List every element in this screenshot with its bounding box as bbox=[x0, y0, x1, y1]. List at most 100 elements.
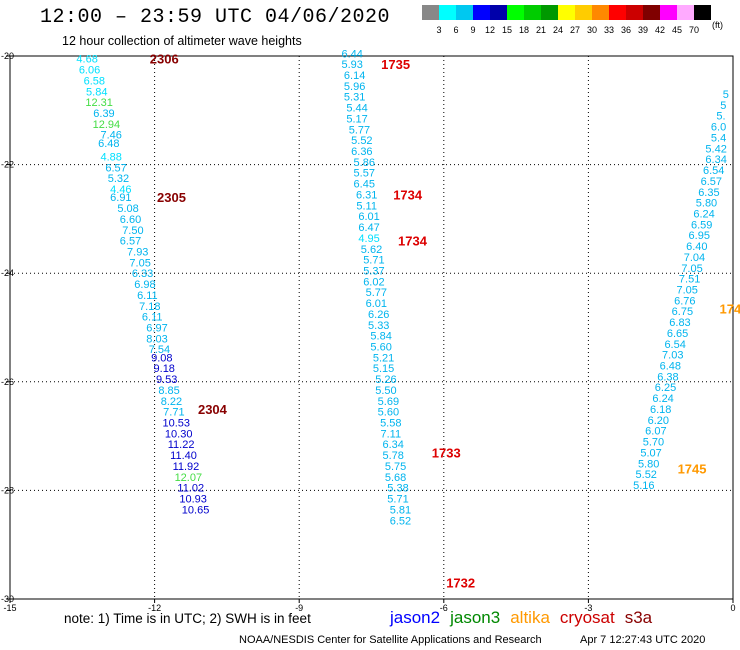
wave-height-value-s3a: 11.22 bbox=[168, 439, 195, 451]
wave-height-value-cryosat: 6.01 bbox=[366, 298, 387, 310]
footer-credit: NOAA/NESDIS Center for Satellite Applica… bbox=[239, 634, 542, 646]
wave-height-value-s3a: 12.31 bbox=[85, 97, 113, 109]
wave-height-value-altika: 6.57 bbox=[701, 176, 722, 188]
color-scale-swatch bbox=[541, 5, 558, 20]
wave-height-value-altika: 6.59 bbox=[691, 219, 712, 231]
color-scale-swatch bbox=[558, 5, 575, 20]
time-label-cryosat: 1734 bbox=[393, 187, 423, 202]
wave-height-value-cryosat: 5.26 bbox=[375, 374, 396, 386]
wave-height-value-s3a: 5.84 bbox=[86, 86, 107, 98]
color-scale-label: 39 bbox=[637, 25, 649, 35]
wave-height-value-altika: 5.4 bbox=[711, 132, 726, 144]
time-label-cryosat: 1734 bbox=[398, 234, 428, 249]
time-label-s3a: 2306 bbox=[150, 52, 179, 67]
color-scale-label: 45 bbox=[671, 25, 683, 35]
wave-height-value-altika: 6.20 bbox=[648, 415, 669, 427]
wave-height-value-s3a: 4.46 bbox=[110, 184, 131, 196]
wave-height-value-altika: 6.34 bbox=[705, 154, 726, 166]
legend-item-altika: altika bbox=[510, 608, 550, 627]
wave-height-value-s3a: 6.57 bbox=[105, 162, 126, 174]
wave-height-value-cryosat: 6.45 bbox=[354, 179, 375, 191]
color-scale-swatch bbox=[626, 5, 643, 20]
wave-height-value-cryosat: 5.11 bbox=[356, 200, 377, 212]
x-tick-label: -9 bbox=[295, 603, 303, 613]
wave-height-value-s3a: 12.07 bbox=[175, 472, 203, 484]
wave-height-value-altika: 6.40 bbox=[686, 241, 707, 253]
wave-height-value-cryosat: 4.95 bbox=[358, 233, 379, 245]
wave-height-value-cryosat: 5.71 bbox=[387, 494, 408, 506]
satellite-legend: jason2 jason3 altika cryosat s3a bbox=[390, 608, 662, 628]
wave-height-value-cryosat: 6.14 bbox=[344, 70, 365, 82]
wave-height-value-cryosat: 5.21 bbox=[373, 352, 394, 364]
wave-height-value-cryosat: 5.75 bbox=[385, 461, 406, 473]
legend-item-s3a: s3a bbox=[624, 608, 653, 627]
wave-height-value-cryosat: 5.81 bbox=[390, 504, 411, 516]
wave-height-value-cryosat: 5.84 bbox=[370, 331, 391, 343]
wave-height-value-cryosat: 6.44 bbox=[342, 48, 363, 60]
wave-height-value-s3a: 7.93 bbox=[127, 246, 148, 258]
color-scale-label: 24 bbox=[552, 25, 564, 35]
wave-height-value-altika: 5.52 bbox=[636, 469, 657, 481]
color-scale-label: 6 bbox=[453, 25, 459, 35]
wave-height-value-cryosat: 6.47 bbox=[358, 222, 379, 234]
color-scale-label: 21 bbox=[535, 25, 547, 35]
wave-height-value-altika: 6.65 bbox=[667, 328, 688, 340]
color-scale-label: 18 bbox=[518, 25, 530, 35]
time-label-s3a: 2304 bbox=[198, 402, 228, 417]
wave-height-value-cryosat: 5.58 bbox=[380, 418, 401, 430]
y-tick-label: -22 bbox=[1, 160, 14, 170]
footer-timestamp: Apr 7 12:27:43 UTC 2020 bbox=[580, 634, 706, 646]
x-tick-label: 0 bbox=[730, 603, 735, 613]
color-scale-swatch bbox=[694, 5, 711, 20]
color-scale-label: 42 bbox=[654, 25, 666, 35]
color-scale-swatch bbox=[575, 5, 592, 20]
wave-height-value-s3a: 6.97 bbox=[146, 323, 167, 335]
wave-height-value-cryosat: 6.02 bbox=[363, 276, 384, 288]
wave-height-value-cryosat: 5.60 bbox=[378, 407, 399, 419]
y-tick-label: -26 bbox=[1, 377, 14, 387]
wave-height-value-altika: 6.0 bbox=[711, 122, 726, 134]
wave-height-value-cryosat: 5.44 bbox=[346, 103, 367, 115]
wave-height-value-altika: 5.16 bbox=[633, 480, 654, 492]
time-label-altika: 174 bbox=[720, 301, 740, 316]
wave-height-value-altika: 6.48 bbox=[660, 361, 681, 373]
color-scale-swatch bbox=[592, 5, 609, 20]
wave-height-value-altika: 5 bbox=[723, 89, 729, 101]
wave-height-value-s3a: 9.18 bbox=[154, 363, 175, 375]
wave-height-value-altika: 6.35 bbox=[698, 187, 719, 199]
footer-note: note: 1) Time is in UTC; 2) SWH is in fe… bbox=[64, 611, 311, 626]
wave-height-value-altika: 6.54 bbox=[664, 339, 685, 351]
time-label-cryosat: 1735 bbox=[381, 57, 410, 72]
plot-frame bbox=[9, 55, 734, 600]
wave-height-value-altika: 6.24 bbox=[652, 393, 673, 405]
wave-height-value-cryosat: 5.71 bbox=[363, 255, 384, 267]
wave-height-value-s3a: 6.91 bbox=[110, 192, 131, 204]
wave-height-value-s3a: 6.58 bbox=[84, 75, 105, 87]
wave-height-value-s3a: 6.98 bbox=[134, 279, 155, 291]
wave-height-value-altika: 6.38 bbox=[657, 371, 678, 383]
color-scale-unit: (ft) bbox=[712, 20, 723, 30]
color-scale-label: 12 bbox=[484, 25, 496, 35]
color-scale-swatch bbox=[507, 5, 524, 20]
wave-height-value-s3a: 4.68 bbox=[76, 54, 97, 66]
chart-subtitle: 12 hour collection of altimeter wave hei… bbox=[62, 34, 302, 48]
wave-height-value-s3a: 10.53 bbox=[163, 418, 191, 430]
wave-height-value-cryosat: 7.11 bbox=[380, 428, 401, 440]
wave-height-value-cryosat: 5.38 bbox=[387, 483, 408, 495]
wave-height-value-cryosat: 6.31 bbox=[356, 189, 377, 201]
wave-height-value-cryosat: 6.52 bbox=[390, 515, 411, 527]
wave-height-value-s3a: 6.33 bbox=[132, 268, 153, 280]
wave-height-value-s3a: 7.71 bbox=[163, 407, 184, 419]
chart-title: 12:00 – 23:59 UTC 04/06/2020 bbox=[40, 6, 391, 29]
wave-height-value-altika: 5.80 bbox=[638, 458, 659, 470]
time-label-altika: 1745 bbox=[678, 462, 707, 477]
wave-height-value-s3a: 6.06 bbox=[79, 65, 100, 77]
legend-item-jason3: jason3 bbox=[450, 608, 501, 627]
wave-height-value-cryosat: 5.60 bbox=[370, 342, 391, 354]
wave-height-value-s3a: 9.53 bbox=[156, 374, 177, 386]
wave-height-value-altika: 6.76 bbox=[674, 295, 695, 307]
wave-height-value-altika: 6.07 bbox=[645, 426, 666, 438]
wave-height-value-s3a: 6.11 bbox=[142, 312, 163, 324]
wave-height-value-altika: 6.95 bbox=[689, 230, 710, 242]
wave-height-value-s3a: 5.32 bbox=[108, 173, 129, 185]
